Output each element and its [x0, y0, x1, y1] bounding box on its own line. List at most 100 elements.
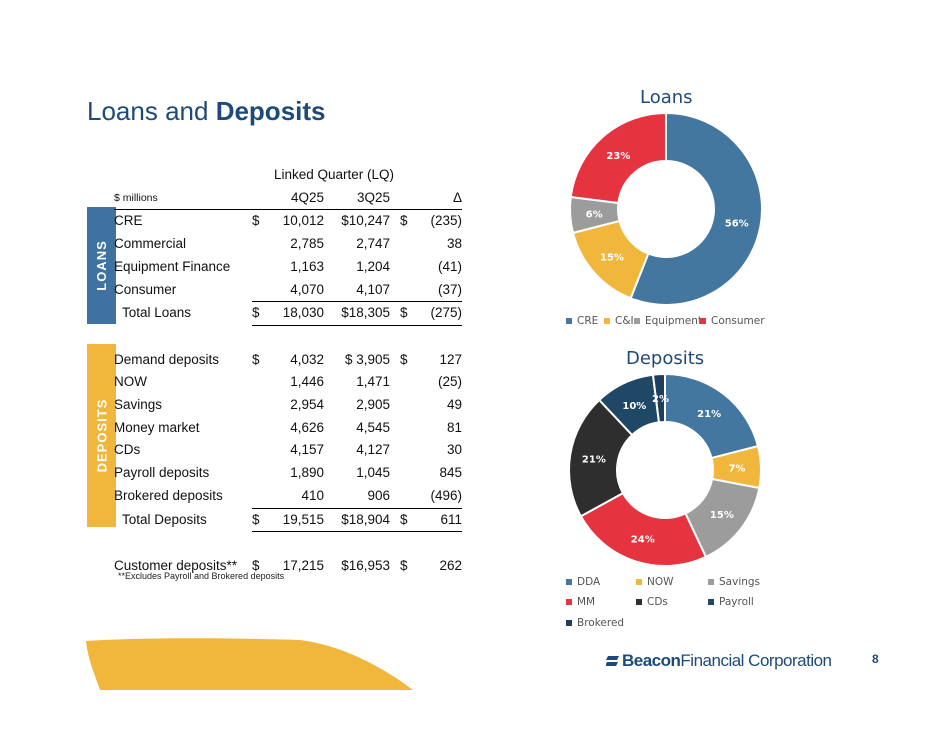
legend-label: Brokered [577, 617, 625, 629]
legend-swatch [566, 318, 572, 324]
legend-item: NOW [636, 576, 674, 588]
cell-d1: $ [252, 351, 260, 367]
cell-v3: 262 [439, 557, 462, 573]
units-label: $ millions [114, 186, 252, 211]
legend-item: Payroll [708, 596, 754, 608]
deposit-row: CDs 4,157 4,127 30 [114, 439, 462, 462]
cell-v3: 30 [446, 442, 462, 458]
slice-label: 15% [710, 510, 734, 521]
spacer-row [114, 325, 462, 348]
legend-swatch [634, 318, 640, 324]
loans-side-label: LOANS [87, 207, 116, 324]
cell-v1: 1,163 [290, 258, 324, 274]
slice-now [710, 444, 762, 490]
legend-label: MM [577, 596, 596, 608]
deposit-row: Money market 4,626 4,545 81 [114, 417, 462, 440]
footnote: **Excludes Payroll and Brokered deposits [118, 571, 285, 581]
row-label: Demand deposits [114, 351, 220, 367]
slice-label: 23% [606, 151, 630, 162]
row-label: Total Loans [122, 305, 192, 321]
legend-item: CDs [636, 596, 668, 608]
legend-label: Payroll [719, 596, 754, 608]
cell-v1: 10,012 [282, 213, 324, 229]
cell-v2: $10,247 [341, 213, 390, 229]
row-label: Payroll deposits [114, 465, 210, 481]
slice-cre [629, 111, 763, 306]
cell-d3 [390, 233, 414, 256]
cell-v3: (496) [430, 487, 462, 503]
cell-d3 [390, 394, 414, 417]
cell-v2: 1,471 [356, 374, 390, 390]
legend-item: Equipment [634, 315, 702, 327]
deposit-row: Savings 2,954 2,905 49 [114, 394, 462, 417]
slice-consumer [569, 111, 667, 205]
cell-v2: $18,904 [324, 507, 390, 533]
cell-d1 [252, 371, 264, 394]
cell-v2: 2,747 [356, 236, 390, 252]
row-label: CRE [114, 213, 143, 229]
page-title: Loans and Deposits [87, 96, 326, 126]
deposit-row: Payroll deposits 1,890 1,045 845 [114, 462, 462, 485]
cell-v1: 17,215 [282, 557, 324, 573]
cell-d1 [252, 417, 264, 440]
slice-dda [664, 372, 760, 460]
col-header-4q25: 4Q25 [264, 186, 324, 211]
cell-d1 [252, 394, 264, 417]
cell-v2: 2,905 [356, 397, 390, 413]
deposit-row: NOW 1,446 1,471 (25) [114, 371, 462, 394]
legend-swatch [700, 318, 706, 324]
legend-swatch [566, 620, 572, 626]
slice-label: 7% [728, 464, 745, 475]
row-label: Commercial [114, 236, 187, 252]
row-label: CDs [114, 442, 141, 458]
slice-equipment [569, 195, 621, 235]
cell-v2: $18,305 [324, 301, 390, 326]
legend-label: C&I [615, 315, 634, 327]
legend-label: CDs [647, 596, 668, 608]
cell-v2: $16,953 [341, 557, 390, 573]
legend-item: Brokered [566, 617, 624, 629]
slice-brokered [651, 372, 666, 424]
cell-v2: 4,545 [356, 419, 390, 435]
cell-v1: 18,030 [264, 301, 324, 326]
row-label: Customer deposits** [114, 557, 238, 573]
slice-label: 56% [725, 218, 749, 229]
spacer-row [114, 532, 462, 555]
cell-v3: (41) [437, 258, 462, 274]
loan-row: Commercial 2,785 2,747 38 [114, 233, 462, 256]
legend-label: NOW [647, 576, 674, 588]
cell-d3 [390, 371, 414, 394]
cell-v3: 127 [439, 351, 462, 367]
legend-item: MM [566, 596, 595, 608]
cell-v3: (25) [437, 374, 462, 390]
loans-chart-title: Loans [640, 87, 693, 108]
cell-v3: (37) [437, 281, 462, 297]
cell-v3: 611 [414, 507, 462, 533]
cell-d3: $ [400, 351, 408, 367]
deposits-chart-title: Deposits [626, 348, 705, 369]
cell-d3 [390, 417, 414, 440]
linked-quarter-header: Linked Quarter (LQ) [274, 167, 395, 182]
cell-d1: $ [252, 213, 260, 229]
cell-v2: 4,127 [356, 442, 390, 458]
logo-mark-icon [605, 656, 619, 666]
cell-v2: 4,107 [356, 281, 390, 297]
cell-v1: 2,954 [290, 397, 324, 413]
cell-v3: (235) [430, 213, 462, 229]
slice-mm [579, 491, 708, 567]
cell-d3 [390, 256, 414, 279]
cell-d3: $ [400, 213, 408, 229]
row-label: Savings [114, 397, 163, 413]
row-label: NOW [114, 374, 147, 390]
slice-label: 2% [652, 394, 669, 405]
cell-d1 [252, 233, 264, 256]
row-label: Money market [114, 419, 200, 435]
row-label: Brokered deposits [114, 488, 223, 504]
cell-v1: 1,890 [290, 465, 324, 481]
cell-d3: $ [400, 557, 408, 573]
slice-label: 21% [697, 409, 721, 420]
slice-label: 24% [631, 534, 655, 545]
legend-item: DDA [566, 576, 600, 588]
cell-v1: 4,032 [290, 351, 324, 367]
page-number: 8 [872, 652, 879, 666]
